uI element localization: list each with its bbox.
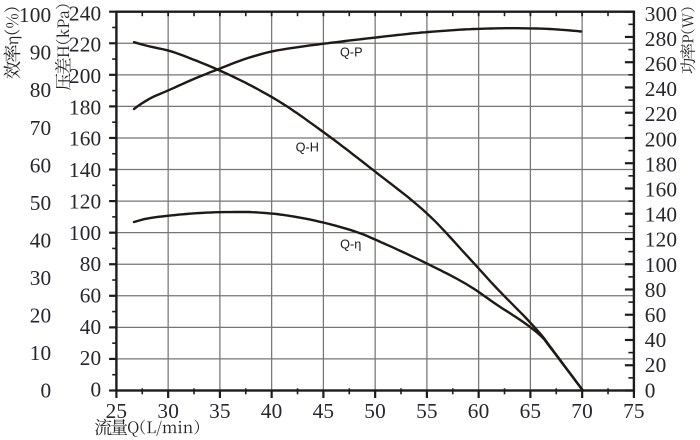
svg-text:60: 60 [80, 283, 102, 307]
svg-text:Q-η: Q-η [340, 237, 361, 251]
svg-text:200: 200 [69, 64, 101, 88]
svg-text:180: 180 [69, 95, 101, 119]
svg-text:80: 80 [645, 278, 667, 302]
svg-text:70: 70 [30, 116, 52, 140]
svg-text:40: 40 [261, 399, 283, 423]
svg-text:100: 100 [19, 3, 51, 27]
svg-text:300: 300 [645, 2, 677, 26]
svg-text:Q-H: Q-H [296, 141, 319, 155]
svg-text:140: 140 [69, 158, 101, 182]
svg-text:50: 50 [364, 399, 386, 423]
svg-text:0: 0 [645, 378, 656, 402]
svg-text:220: 220 [645, 102, 677, 126]
svg-text:240: 240 [645, 77, 677, 101]
svg-text:0: 0 [90, 378, 101, 402]
svg-text:20: 20 [645, 353, 667, 377]
svg-text:200: 200 [645, 127, 677, 151]
svg-text:60: 60 [468, 399, 490, 423]
svg-text:120: 120 [69, 189, 101, 213]
svg-text:75: 75 [623, 399, 645, 423]
svg-text:220: 220 [69, 33, 101, 57]
svg-text:25: 25 [106, 399, 128, 423]
svg-text:35: 35 [209, 399, 231, 423]
svg-text:40: 40 [645, 328, 667, 352]
svg-text:70: 70 [571, 399, 593, 423]
svg-text:160: 160 [645, 178, 677, 202]
svg-text:45: 45 [313, 399, 335, 423]
svg-text:30: 30 [157, 399, 179, 423]
svg-text:40: 40 [30, 228, 52, 252]
svg-text:140: 140 [645, 203, 677, 227]
svg-text:180: 180 [645, 152, 677, 176]
svg-text:60: 60 [645, 303, 667, 327]
svg-text:60: 60 [30, 153, 52, 177]
svg-text:Q-P: Q-P [340, 45, 363, 59]
svg-text:100: 100 [645, 253, 677, 277]
svg-text:10: 10 [30, 341, 52, 365]
svg-text:280: 280 [645, 27, 677, 51]
svg-text:20: 20 [30, 304, 52, 328]
svg-text:20: 20 [80, 346, 102, 370]
svg-text:50: 50 [30, 191, 52, 215]
svg-text:100: 100 [69, 221, 101, 245]
svg-text:40: 40 [80, 315, 102, 339]
svg-text:80: 80 [80, 252, 102, 276]
svg-text:240: 240 [69, 1, 101, 25]
svg-text:260: 260 [645, 52, 677, 76]
svg-text:0: 0 [40, 379, 51, 403]
svg-text:80: 80 [30, 78, 52, 102]
svg-text:120: 120 [645, 228, 677, 252]
svg-text:30: 30 [30, 266, 52, 290]
svg-text:65: 65 [520, 399, 542, 423]
svg-text:55: 55 [416, 399, 438, 423]
svg-text:160: 160 [69, 127, 101, 151]
svg-text:90: 90 [30, 41, 52, 65]
